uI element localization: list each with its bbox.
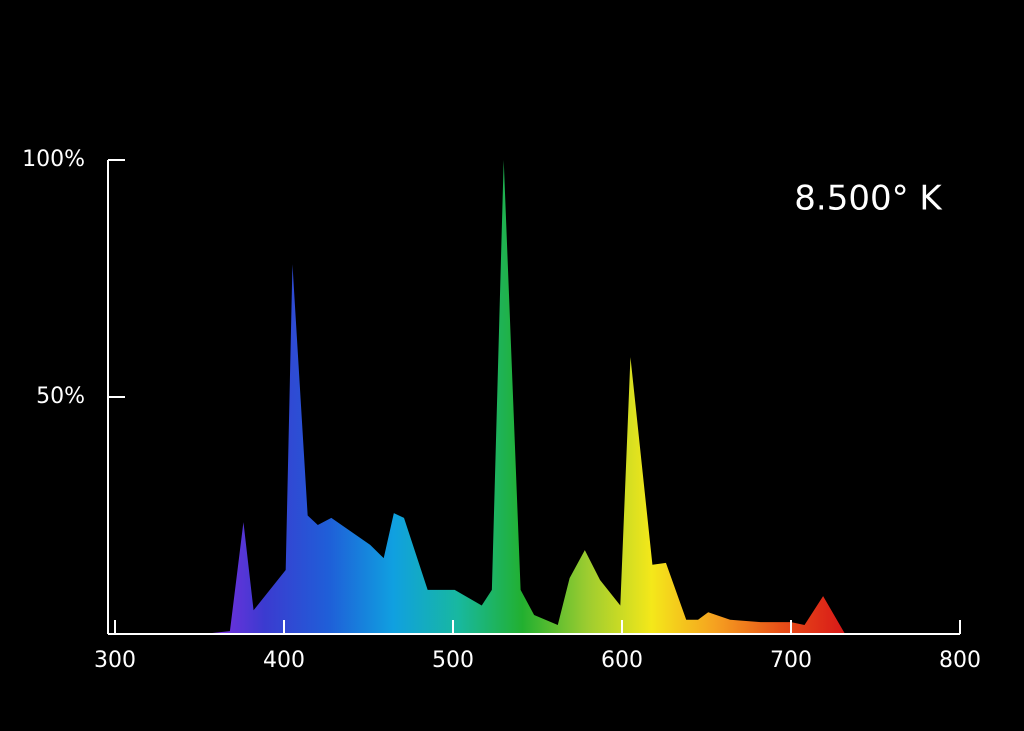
spectrum-area: [202, 160, 846, 634]
x-tick-label: 300: [94, 648, 136, 673]
x-tick-label: 800: [939, 648, 981, 673]
x-tick-label: 700: [770, 648, 812, 673]
x-tick-label: 600: [601, 648, 643, 673]
annotation: 8.500° K: [794, 179, 943, 219]
x-tick-label: 500: [432, 648, 474, 673]
x-tick-label: 400: [263, 648, 305, 673]
y-tick-label: 100%: [22, 147, 85, 172]
y-tick-label: 50%: [36, 384, 85, 409]
